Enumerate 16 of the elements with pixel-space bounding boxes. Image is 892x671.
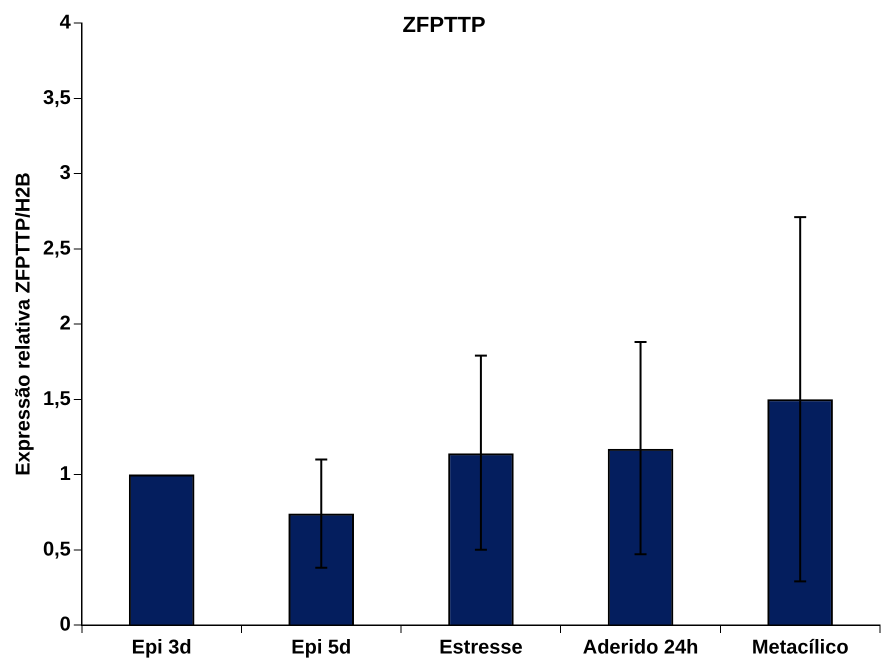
y-tick-label: 0 xyxy=(60,614,71,636)
y-tick-label: 1,5 xyxy=(42,388,71,410)
y-tick-label: 1 xyxy=(60,463,71,486)
y-tick-label: 4 xyxy=(60,12,72,34)
y-tick-label: 0,5 xyxy=(42,538,71,560)
y-tick-label: 2 xyxy=(60,312,71,335)
x-tick-label: Estresse xyxy=(439,636,523,659)
x-tick-label: Epi 3d xyxy=(132,636,192,659)
y-tick-label: 2,5 xyxy=(42,237,71,260)
y-tick-label: 3,5 xyxy=(42,86,71,109)
x-tick-label: Epi 5d xyxy=(291,636,352,659)
chart-title: ZFPTTP xyxy=(402,12,486,37)
y-axis-title: Expressão relativa ZFPTTP/H2B xyxy=(12,172,35,476)
x-tick-label: Aderido 24h xyxy=(582,636,698,659)
x-tick-label: Metacílico xyxy=(752,636,849,659)
y-tick-label: 3 xyxy=(60,162,71,184)
